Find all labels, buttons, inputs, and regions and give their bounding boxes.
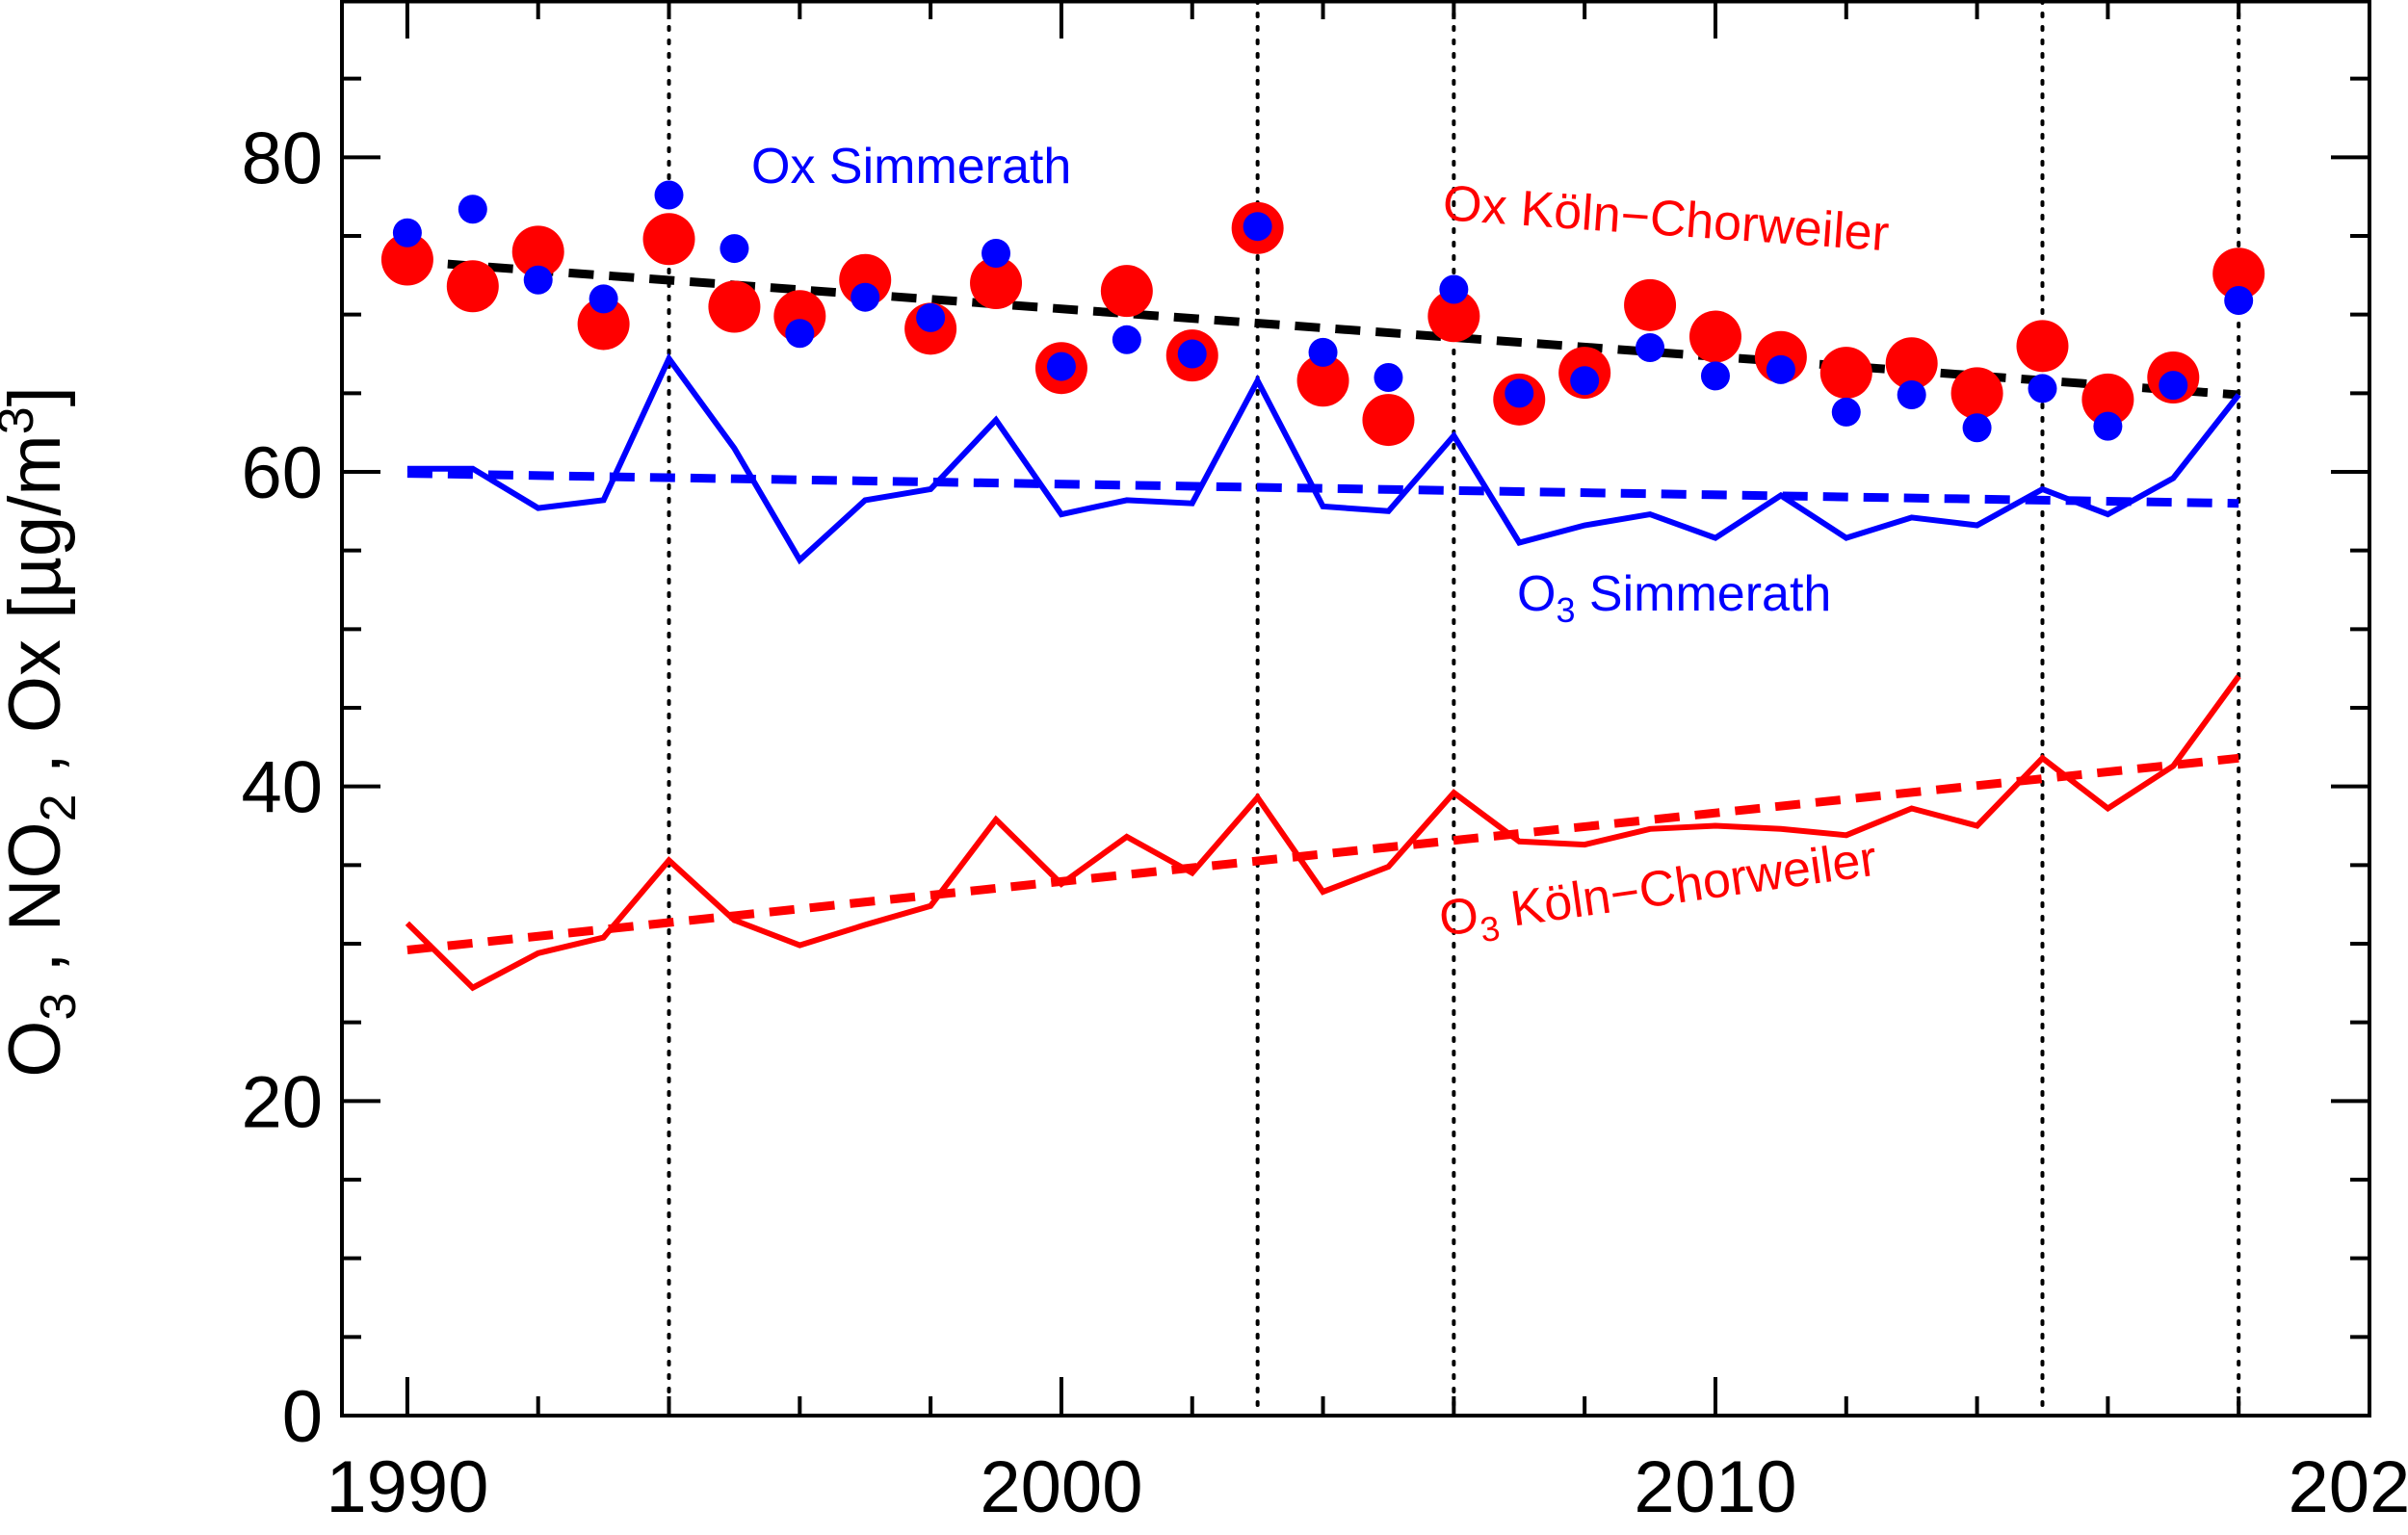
- point-ox-simmerath-2008: [1570, 366, 1600, 396]
- x-tick-label-2000: 2000: [980, 1446, 1142, 1528]
- y-tick-label-80: 80: [241, 117, 323, 199]
- point-ox-simmerath-2003: [1243, 212, 1272, 242]
- annotation-o3-koeln-chorweiler: O3 Köln−Chorweiler: [1436, 831, 1882, 955]
- point-ox-simmerath-1991: [458, 195, 487, 224]
- point-ox-simmerath-2009: [1636, 332, 1665, 362]
- series-line-o3-k-ln-chorweiler: [405, 674, 2241, 992]
- annotation-ox-koeln-chorweiler: Ox Köln−Chorweiler: [1441, 175, 1891, 262]
- trend-lines: [406, 256, 2239, 954]
- point-ox-simmerath-2018: [2224, 285, 2254, 315]
- x-tick-label-1990: 1990: [326, 1446, 488, 1528]
- point-ox-simmerath-1999: [982, 238, 1011, 268]
- trend-line-ox-trend: [406, 256, 2239, 400]
- point-ox-simmerath-1990: [392, 218, 422, 247]
- point-ox-simmerath-2010: [1700, 361, 1730, 391]
- point-ox-simmerath-2013: [1897, 379, 1926, 409]
- point-ox-k-ln-chorweiler-2012: [1819, 347, 1872, 400]
- tick-labels: 0 20 40 60 80 1990 2000 2010 2020: [241, 117, 2408, 1528]
- annotation-o3-simmerath: O3 Simmerath: [1517, 566, 1831, 630]
- point-ox-simmerath-2006: [1439, 274, 1469, 304]
- y-tick-label-40: 40: [241, 747, 323, 829]
- point-ox-simmerath-1996: [785, 319, 815, 349]
- point-ox-simmerath-1995: [720, 234, 749, 264]
- point-ox-k-ln-chorweiler-2013: [1885, 337, 1938, 390]
- y-label-sub-3: 3: [31, 993, 87, 1021]
- point-ox-simmerath-1993: [589, 284, 618, 314]
- tick-marks: [342, 0, 2371, 1418]
- point-ox-k-ln-chorweiler-1992: [511, 225, 564, 278]
- point-ox-k-ln-chorweiler-2018: [2212, 247, 2265, 300]
- point-ox-simmerath-1998: [916, 302, 946, 332]
- point-ox-k-ln-chorweiler-2009: [1624, 278, 1677, 331]
- point-ox-simmerath-2001: [1112, 325, 1141, 354]
- point-ox-k-ln-chorweiler-1999: [970, 257, 1023, 309]
- point-ox-simmerath-1994: [654, 180, 684, 210]
- point-ox-simmerath-1992: [523, 265, 553, 295]
- point-ox-simmerath-2002: [1177, 339, 1207, 369]
- point-ox-k-ln-chorweiler-1991: [446, 260, 499, 313]
- y-label-bracket: ]: [0, 386, 76, 406]
- point-ox-k-ln-chorweiler-2014: [1950, 367, 2003, 420]
- point-ox-simmerath-2007: [1505, 378, 1534, 408]
- point-ox-k-ln-chorweiler-2005: [1362, 394, 1415, 447]
- series-line-o3-simmerath: [406, 352, 2241, 565]
- point-ox-k-ln-chorweiler-2015: [2016, 320, 2069, 373]
- point-ox-k-ln-chorweiler-1993: [577, 298, 630, 351]
- x-tick-label-2010: 2010: [1634, 1446, 1796, 1528]
- point-ox-k-ln-chorweiler-1994: [642, 213, 695, 266]
- point-ox-simmerath-2017: [2159, 371, 2188, 401]
- y-label-o: O: [0, 1021, 76, 1078]
- series-points: [380, 180, 2265, 447]
- y-label-ox-unit: , Ox [µg/m: [0, 434, 76, 794]
- point-ox-k-ln-chorweiler-1995: [708, 280, 761, 333]
- y-label-no: , NO: [0, 821, 76, 992]
- plot-frame: [340, 0, 2371, 1418]
- x-tick-label-2020: 2020: [2288, 1446, 2408, 1528]
- point-ox-k-ln-chorweiler-2001: [1100, 265, 1153, 318]
- trend-line-o3-k-ln-chorweiler-trend: [406, 753, 2239, 954]
- y-label-sub-2: 2: [31, 794, 87, 821]
- point-ox-simmerath-2005: [1374, 363, 1403, 392]
- point-ox-simmerath-2015: [2028, 374, 2057, 403]
- y-tick-label-20: 20: [241, 1061, 323, 1143]
- y-label-sup-3: 3: [0, 406, 44, 434]
- point-ox-simmerath-2016: [2093, 411, 2123, 441]
- point-ox-simmerath-2012: [1831, 397, 1861, 427]
- point-ox-simmerath-2000: [1046, 351, 1076, 381]
- y-tick-label-0: 0: [282, 1376, 323, 1458]
- y-tick-label-60: 60: [241, 432, 323, 514]
- axes: [340, 0, 2371, 1418]
- series-lines: [405, 352, 2241, 992]
- point-ox-simmerath-2014: [1962, 413, 1992, 443]
- point-ox-k-ln-chorweiler-1990: [380, 233, 433, 286]
- point-ox-simmerath-1997: [851, 282, 880, 312]
- y-axis-label: O3 , NO2 , Ox [µg/m3]: [0, 386, 87, 1078]
- point-ox-simmerath-2011: [1766, 354, 1795, 384]
- point-ox-k-ln-chorweiler-2016: [2081, 373, 2134, 426]
- trend-line-o3-simmerath-trend: [406, 469, 2239, 508]
- point-ox-k-ln-chorweiler-2004: [1296, 354, 1349, 407]
- point-ox-simmerath-2004: [1308, 337, 1338, 367]
- point-ox-k-ln-chorweiler-2010: [1688, 310, 1741, 363]
- annotation-ox-simmerath: Ox Simmerath: [751, 139, 1071, 195]
- point-ox-k-ln-chorweiler-2006: [1427, 290, 1480, 343]
